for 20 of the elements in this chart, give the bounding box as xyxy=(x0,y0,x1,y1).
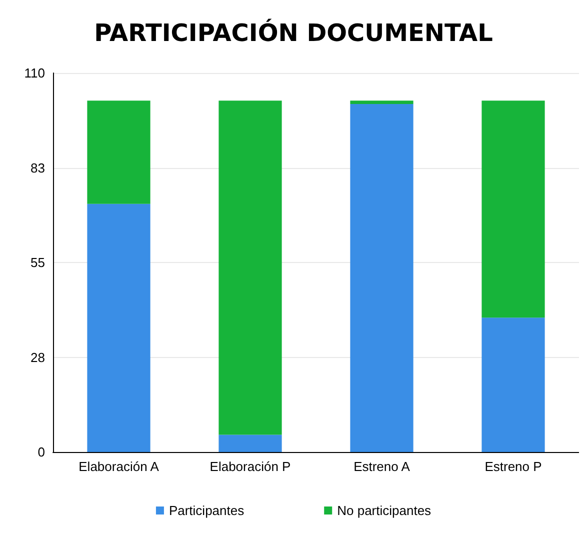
legend-label: No participantes xyxy=(337,503,432,518)
chart-title: PARTICIPACIÓN DOCUMENTAL xyxy=(94,18,493,47)
bar xyxy=(218,434,282,452)
bar xyxy=(482,318,545,452)
bar xyxy=(87,100,150,204)
y-tick-label: 110 xyxy=(24,66,45,80)
bar xyxy=(482,100,545,318)
x-tick-label: Estreno A xyxy=(354,459,410,474)
legend-label: Participantes xyxy=(168,503,245,518)
bar xyxy=(350,100,414,104)
y-tick-label: 55 xyxy=(30,255,45,270)
x-tick-label: Elaboración A xyxy=(78,459,160,474)
y-tick-label: 28 xyxy=(30,350,45,365)
x-tick-label: Elaboración P xyxy=(210,459,291,474)
x-tick-label: Estreno P xyxy=(484,459,542,474)
bar xyxy=(218,100,282,435)
bar xyxy=(87,204,150,452)
y-tick-label: 0 xyxy=(38,444,45,460)
bar xyxy=(350,104,414,452)
y-tick-label: 83 xyxy=(30,160,45,176)
